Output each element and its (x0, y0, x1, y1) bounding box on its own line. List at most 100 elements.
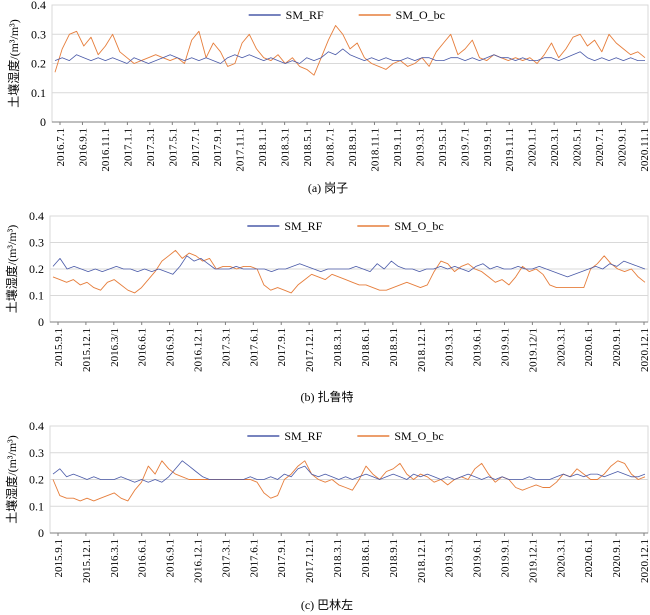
x-tick-label: 2017.3.1 (220, 328, 232, 367)
x-tick-label: 2020.11.1 (639, 128, 650, 172)
x-tick-label: 2019.6.1 (472, 328, 484, 367)
y-tick-label: 0.2 (29, 473, 44, 487)
legend-label: SM_O_bc (394, 219, 443, 233)
x-tick-label: 2018.9.1 (388, 539, 400, 578)
x-tick-label: 2018.12.1 (416, 328, 428, 372)
x-tick-label: 2016.7.1 (55, 128, 67, 167)
x-tick-label: 2020.1.1 (527, 128, 539, 167)
x-tick-label: 2017.3.1 (220, 539, 232, 578)
x-tick-label: 2020.12.1 (639, 328, 650, 372)
x-tick-label: 2018.3.1 (280, 128, 292, 167)
x-tick-label: 2019.9.1 (499, 539, 511, 578)
x-tick-label: 2020.9.1 (611, 539, 623, 578)
x-tick-label: 2018.5.1 (302, 128, 314, 167)
x-tick-label: 2019.9.1 (499, 328, 511, 367)
x-tick-label: 2020.12.1 (639, 539, 650, 583)
x-tick-label: 2019.6.1 (472, 539, 484, 578)
legend-label: SM_RF (284, 219, 322, 233)
x-tick-label: 2019.3.1 (444, 328, 456, 367)
x-tick-label: 2019.1.1 (392, 128, 404, 167)
x-tick-label: 2020.9.1 (617, 128, 629, 167)
x-tick-label: 2020.7.1 (594, 128, 606, 167)
y-tick-label: 0.4 (29, 209, 44, 223)
x-tick-label: 2017.12.1 (304, 328, 316, 372)
y-tick-label: 0.1 (29, 289, 44, 303)
y-axis-label: 土壤湿度/(m³/m³) (6, 19, 21, 108)
x-tick-label: 2017.7.1 (190, 128, 202, 167)
x-tick-label: 2016.6.1 (137, 539, 149, 578)
x-tick-label: 2016.12.1 (193, 539, 205, 583)
x-tick-label: 2020.6.1 (583, 328, 595, 367)
x-tick-label: 2015.9.1 (53, 328, 65, 367)
y-tick-label: 0.4 (29, 419, 44, 433)
x-tick-label: 2015.12.1 (81, 328, 93, 372)
x-tick-label: 2017.12.1 (304, 539, 316, 583)
series-line-sm-o-bc (52, 460, 646, 502)
x-tick-label: 2019.12/1 (527, 328, 539, 372)
y-tick-label: 0.2 (31, 57, 46, 71)
y-tick-label: 0.3 (29, 446, 44, 460)
chart-panel-1: 0 0.1 0.2 0.3 0.4 土壤湿度/(m³/m³) 2016.7.1 2016.9.… (6, 0, 650, 195)
x-tick-label: 2018.6.1 (360, 328, 372, 367)
y-tick-label: 0.4 (31, 0, 46, 12)
legend-label: SM_RF (284, 429, 322, 443)
x-tick-label: 2020.3.1 (555, 328, 567, 367)
y-tick-label: 0.1 (31, 86, 46, 100)
x-tick-label: 2018.9.1 (388, 328, 400, 367)
chart-caption: (b) 扎鲁特 (301, 389, 354, 404)
x-tick-label: 2019.5.1 (437, 128, 449, 167)
chart-panel-2: 0 0.1 0.2 0.3 0.4 土壤湿度/(m³/m³) 2015.9.1 2015.12… (4, 209, 650, 404)
x-tick-label: 2017.9.1 (276, 539, 288, 578)
x-tick-label: 2018.3.1 (332, 328, 344, 367)
x-tick-label: 2019.3.1 (414, 128, 426, 167)
x-tick-label: 2016.12.1 (193, 328, 205, 372)
y-tick-label: 0 (38, 315, 44, 329)
x-tick-label: 2020.5.1 (572, 128, 584, 167)
x-tick-label: 2016.6.1 (137, 328, 149, 367)
x-tick-label: 2015.9.1 (53, 539, 65, 578)
x-tick-label: 2018.9.1 (347, 128, 359, 167)
chart-panel-3: 0 0.1 0.2 0.3 0.4 土壤湿度/(m³/m³) 2015.9.1 2015.12… (4, 419, 650, 612)
x-tick-label: 2017.6.1 (248, 328, 260, 367)
legend-label: SM_O_bc (396, 8, 445, 22)
y-axis-label: 土壤湿度/(m³/m³) (4, 225, 19, 314)
x-tick-label: 2017.9.1 (276, 328, 288, 367)
x-tick-label: 2019.9.1 (482, 128, 494, 167)
x-tick-label: 2019.11.1 (504, 128, 516, 172)
x-tick-label: 2017.5.1 (167, 128, 179, 167)
series-line-sm-rf (52, 255, 646, 278)
x-tick-label: 2018.7.1 (325, 128, 337, 167)
x-tick-label: 2019.7.1 (459, 128, 471, 167)
x-tick-label: 2016.9.1 (165, 539, 177, 578)
series-line-sm-o-bc (52, 249, 646, 294)
y-tick-label: 0.1 (29, 499, 44, 513)
legend-label: SM_RF (286, 8, 324, 22)
x-tick-label: 2020.6.1 (583, 539, 595, 578)
y-tick-label: 0.2 (29, 262, 44, 276)
x-tick-label: 2016.3.1 (109, 539, 121, 578)
chart-caption: (c) 巴林左 (301, 597, 353, 612)
x-tick-label: 2018.3.1 (332, 539, 344, 578)
x-tick-label: 2016.3/1 (109, 328, 121, 367)
legend-label: SM_O_bc (394, 429, 443, 443)
x-tick-label: 2017.1.1 (122, 128, 134, 167)
x-tick-label: 2017.11.1 (235, 128, 247, 172)
x-tick-label: 2019.12.1 (527, 539, 539, 583)
y-tick-label: 0 (38, 526, 44, 540)
series-line-sm-rf (54, 48, 645, 64)
y-axis-label: 土壤湿度/(m³/m³) (4, 435, 19, 524)
x-tick-label: 2020.3.1 (549, 128, 561, 167)
x-tick-label: 2016.9.1 (77, 128, 89, 167)
x-tick-label: 2018.11.1 (369, 128, 381, 172)
y-tick-label: 0 (40, 115, 46, 129)
x-tick-label: 2017.9.1 (212, 128, 224, 167)
x-tick-label: 2020.3.1 (555, 539, 567, 578)
y-tick-label: 0.3 (31, 27, 46, 41)
x-tick-label: 2016.9.1 (165, 328, 177, 367)
x-tick-label: 2019.3.1 (444, 539, 456, 578)
x-tick-label: 2017.3.1 (145, 128, 157, 167)
series-line-sm-o-bc (54, 25, 646, 76)
x-tick-label: 2015.12.1 (81, 539, 93, 583)
x-tick-label: 2018.6.1 (360, 539, 372, 578)
